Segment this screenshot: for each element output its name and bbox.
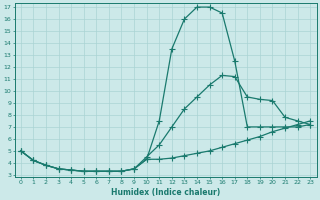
X-axis label: Humidex (Indice chaleur): Humidex (Indice chaleur) (111, 188, 220, 197)
